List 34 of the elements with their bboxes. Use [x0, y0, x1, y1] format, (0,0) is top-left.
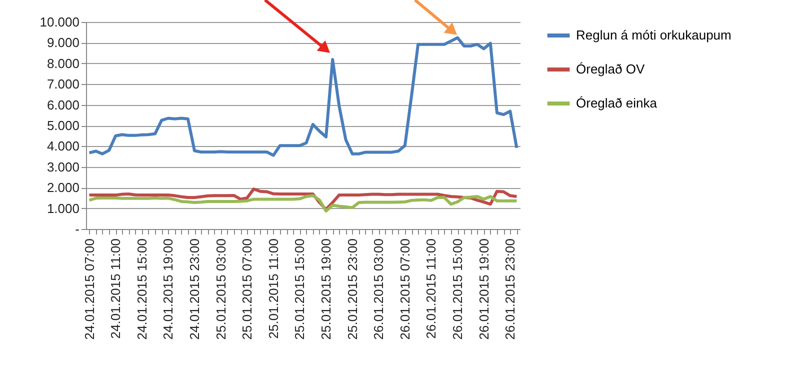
y-tick-label: 5.000 — [46, 118, 80, 133]
x-tick-label: 25.01.2015 19:00 — [318, 238, 334, 340]
y-tick-label: 1.000 — [46, 200, 80, 216]
x-tick-label: 26.01.2015 23:00 — [502, 238, 518, 340]
y-tick-label: 7.000 — [46, 76, 80, 92]
legend-label: Óreglað einka — [576, 96, 658, 110]
x-tick-label: 24.01.2015 07:00 — [82, 238, 97, 340]
x-tick-label: 25.01.2015 23:00 — [344, 238, 360, 340]
y-tick-label: 6.000 — [46, 97, 80, 112]
x-tick-label: 26.01.2015 15:00 — [450, 238, 466, 340]
y-tick-label: 8.000 — [46, 56, 80, 71]
x-tick-label: 24.01.2015 15:00 — [134, 238, 150, 340]
x-tick-label: 24.01.2015 19:00 — [160, 238, 176, 340]
x-tick-label: 25.01.2015 11:00 — [266, 238, 281, 339]
y-tick-label: 4.000 — [46, 138, 80, 154]
x-tick-label: 25.01.2015 15:00 — [292, 238, 308, 340]
y-tick-label: 3.000 — [46, 159, 80, 174]
x-tick-label: 26.01.2015 07:00 — [397, 238, 412, 340]
y-tick-label: 9.000 — [46, 35, 80, 50]
line-series — [88, 36, 518, 157]
x-tick-label: 25.01.2015 07:00 — [240, 238, 255, 340]
x-tick-label: 26.01.2015 19:00 — [476, 238, 492, 340]
y-tick-label: 2.000 — [46, 180, 80, 196]
line-series — [88, 194, 518, 212]
line-series — [88, 188, 518, 211]
y-tick-label: 10.000 — [40, 14, 80, 30]
legend-label: Reglun á móti orkukaupum — [576, 28, 732, 42]
x-tick-label: 24.01.2015 11:00 — [108, 238, 124, 339]
x-tick-label: 25.01.2015 03:00 — [213, 238, 228, 340]
legend-label: Óreglað OV — [576, 62, 645, 76]
x-tick-label: 26.01.2015 11:00 — [424, 238, 439, 339]
x-tick-label: 26.01.2015 03:00 — [371, 238, 386, 340]
y-tick-label: - — [75, 222, 80, 236]
x-tick-label: 24.01.2015 23:00 — [187, 238, 202, 340]
